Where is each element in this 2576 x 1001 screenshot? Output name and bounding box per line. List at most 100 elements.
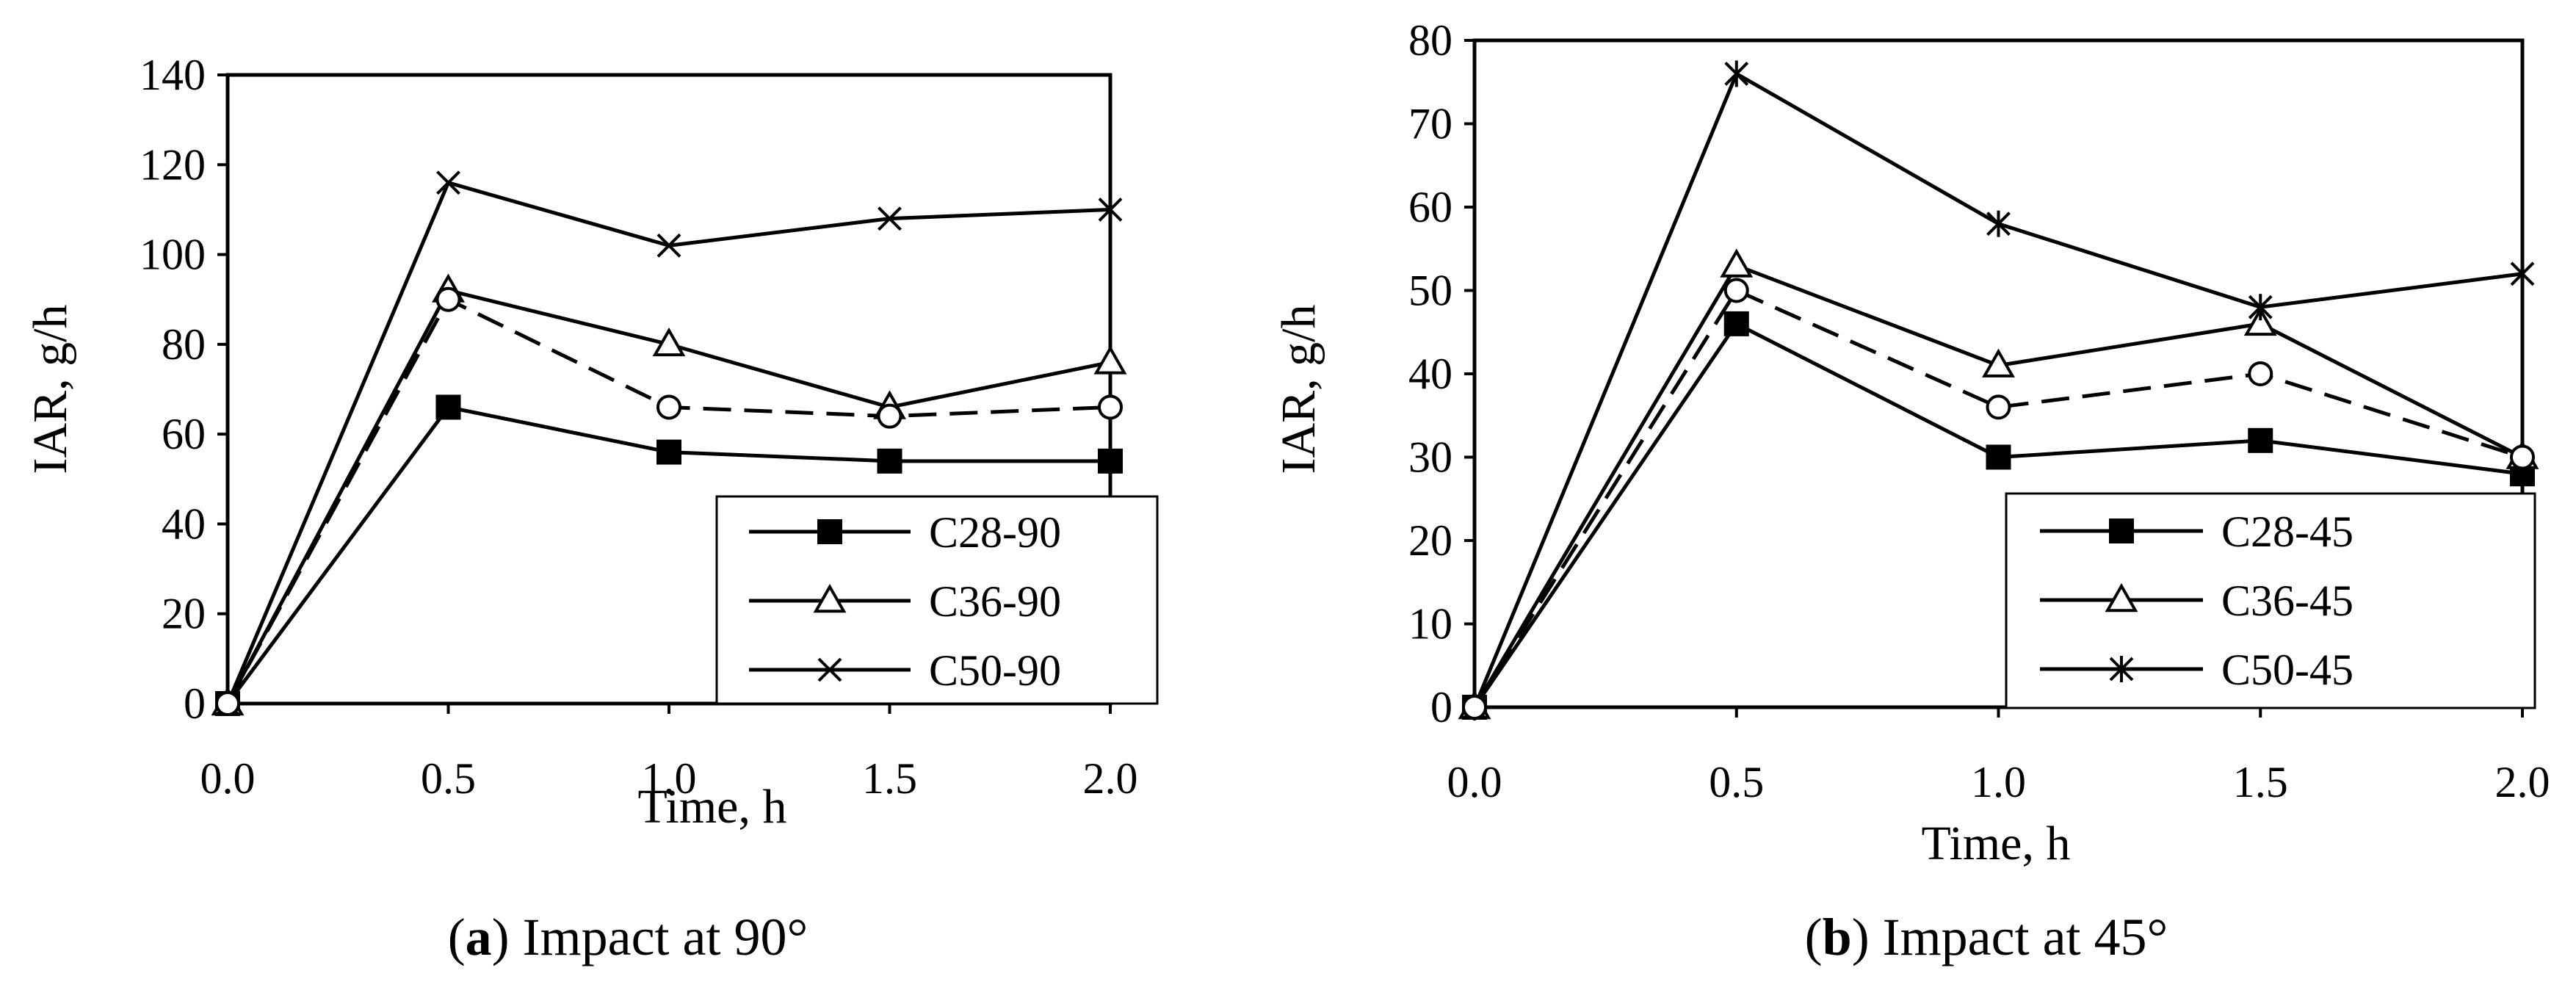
- data-point-unlabeled-shape: [2248, 361, 2273, 386]
- y-tick-label: 80: [162, 320, 206, 369]
- legend-marker: [817, 657, 842, 682]
- data-point-unlabeled: [435, 286, 461, 312]
- legend-marker-shape: [813, 583, 847, 613]
- legend-item: C28-45: [2040, 507, 2354, 556]
- legend-marker: [2109, 518, 2134, 543]
- caption-letter: a: [466, 908, 492, 966]
- legend-item: C28-90: [749, 508, 1061, 557]
- legend-label: C50-45: [2221, 646, 2354, 694]
- data-point-C50-90: [878, 206, 902, 231]
- data-point-C36-45-shape: [1720, 248, 1754, 278]
- legend-label: C36-45: [2221, 577, 2354, 625]
- x-tick-label: 1.5: [862, 754, 917, 803]
- data-point-C28-90-shape: [1098, 448, 1123, 474]
- data-point-unlabeled-shape: [215, 691, 240, 716]
- data-point-C36-45-shape: [2243, 306, 2277, 336]
- data-point-C50-90: [1098, 198, 1123, 222]
- data-point-C50-45: [1724, 60, 1749, 87]
- panel-caption: (b) Impact at 45°: [1805, 908, 2168, 966]
- y-tick-label: 30: [1408, 433, 1452, 482]
- data-point-C28-45: [2248, 427, 2273, 453]
- x-tick-label: 0.0: [200, 754, 256, 803]
- data-point-C50-90-stroke-2: [656, 233, 681, 258]
- chart-panel-b: 0 10 20 30 40 50 60 70 80 0.0 0.5 1.0 1.5 2.0 Time, h I…: [1272, 16, 2550, 966]
- legend-marker: [2105, 582, 2138, 612]
- data-point-C28-90: [877, 448, 902, 474]
- legend-item: C36-90: [749, 577, 1061, 626]
- data-point-C50-90-stroke-2: [436, 170, 460, 195]
- legend-marker-shape: [2109, 518, 2134, 543]
- data-point-C36-45: [2243, 306, 2277, 336]
- data-point-unlabeled: [1986, 394, 2011, 420]
- data-point-C36-45: [1982, 348, 2015, 377]
- data-point-C28-90-shape: [435, 394, 461, 420]
- legend-label: C28-45: [2221, 507, 2354, 556]
- caption-close-paren: ): [1852, 908, 1870, 966]
- data-point-unlabeled-shape: [1986, 394, 2011, 420]
- y-tick-label: 60: [162, 410, 206, 458]
- x-tick-label: 0.5: [1709, 758, 1764, 806]
- legend-marker: [813, 583, 847, 613]
- y-tick-label: 20: [1408, 516, 1452, 565]
- x-tick-label: 2.0: [2495, 758, 2550, 806]
- chart-panel-a: 0 20 40 60 80 100 120 140 0.0 0.5 1.0 1.5 2.0 Time, h…: [23, 51, 1159, 966]
- y-tick-label: 0: [1430, 683, 1452, 731]
- x-tick-label: 0.5: [421, 754, 476, 803]
- legend-marker: [817, 519, 842, 544]
- data-point-C28-90-shape: [656, 439, 681, 465]
- x-tick-label: 1.0: [642, 754, 697, 803]
- legend-marker-stroke-2: [817, 657, 842, 682]
- caption-text: Impact at 90°: [510, 908, 808, 966]
- data-point-C50-45: [2510, 260, 2535, 287]
- data-point-unlabeled: [656, 394, 681, 420]
- legend-item: C36-45: [2040, 577, 2354, 625]
- caption-text: Impact at 45°: [1870, 908, 2168, 966]
- legend-item: C50-90: [749, 646, 1061, 695]
- data-point-C28-90: [435, 394, 461, 420]
- y-tick-label: 20: [162, 590, 206, 638]
- data-point-unlabeled: [1098, 394, 1123, 420]
- y-tick-label: 0: [184, 679, 206, 728]
- data-point-C28-90: [1098, 448, 1123, 474]
- y-axis-label: IAR, g/h: [1272, 305, 1325, 474]
- data-point-C28-45-shape: [1723, 311, 1749, 336]
- data-point-unlabeled-shape: [2510, 444, 2535, 470]
- data-point-C50-45: [1986, 210, 2011, 237]
- data-point-C28-90: [656, 439, 681, 465]
- legend-marker-shape: [2105, 582, 2138, 612]
- data-point-C50-90-stroke-2: [878, 206, 902, 231]
- x-tick-label: 2.0: [1083, 754, 1138, 803]
- data-point-C50-90-stroke-2: [1098, 198, 1123, 222]
- y-tick-label: 120: [140, 140, 206, 189]
- x-tick-label: 0.0: [1447, 758, 1502, 806]
- legend-label: C50-90: [929, 646, 1061, 695]
- x-tick-label: 1.0: [1971, 758, 2026, 806]
- caption-letter: b: [1823, 908, 1852, 966]
- data-point-C36-90-shape: [652, 327, 686, 357]
- data-point-C28-90-shape: [877, 448, 902, 474]
- data-point-C36-90-shape: [1093, 345, 1127, 375]
- data-point-C50-45: [2248, 294, 2273, 321]
- y-axis-label: IAR, g/h: [23, 305, 77, 474]
- data-point-unlabeled: [2510, 444, 2535, 470]
- y-tick-label: 70: [1408, 100, 1452, 148]
- data-point-C36-90: [652, 327, 686, 357]
- data-point-C28-45-shape: [1986, 444, 2011, 470]
- panel-caption: (a) Impact at 90°: [448, 908, 808, 966]
- data-point-C28-45: [1723, 311, 1749, 336]
- y-tick-label: 60: [1408, 183, 1452, 231]
- series-line-unlabeled: [1472, 289, 2523, 709]
- data-point-unlabeled-shape: [1462, 695, 1487, 720]
- data-point-unlabeled-shape: [656, 394, 681, 420]
- y-tick-label: 40: [162, 499, 206, 548]
- data-point-unlabeled-shape: [1098, 394, 1123, 420]
- y-tick-label: 40: [1408, 350, 1452, 398]
- data-point-unlabeled: [1462, 695, 1487, 720]
- data-point-C36-90: [1093, 345, 1127, 375]
- legend-label: C36-90: [929, 577, 1061, 626]
- data-point-C50-90: [436, 170, 460, 195]
- legend-marker-shape: [817, 519, 842, 544]
- y-tick-label: 10: [1408, 600, 1452, 648]
- data-point-C50-90: [656, 233, 681, 258]
